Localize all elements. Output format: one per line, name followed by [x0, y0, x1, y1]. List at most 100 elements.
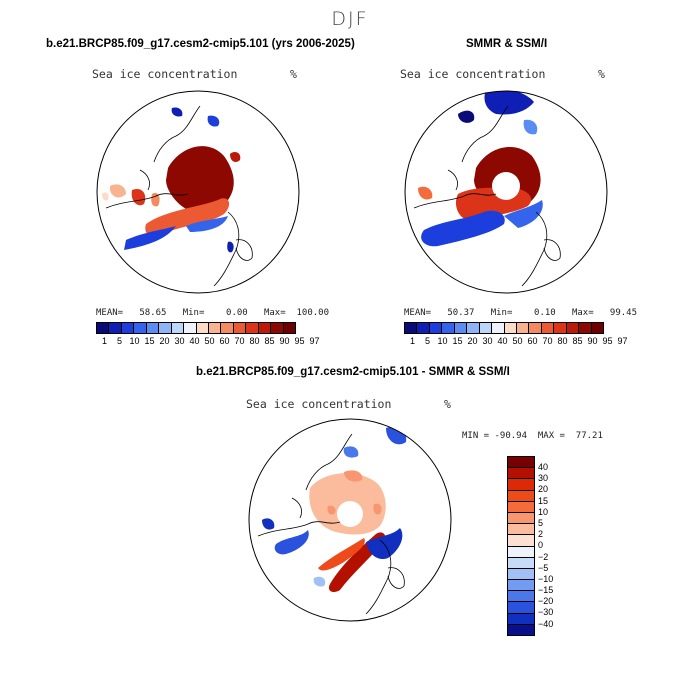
model-colorbar-tick-label: 50 — [204, 336, 215, 346]
diff-colorbar-tick-label: −30 — [538, 607, 554, 618]
model-colorbar-swatch — [97, 323, 110, 333]
obs-colorbar-swatch — [554, 323, 567, 333]
diff-colorbar-swatch — [508, 479, 534, 491]
diff-colorbar-tick-label: −20 — [538, 596, 554, 607]
model-units-label: % — [290, 67, 297, 81]
diff-colorbar-tick-label: 15 — [538, 495, 549, 506]
diff-colorbar-swatch — [508, 557, 534, 569]
diff-colorbar-swatch — [508, 535, 534, 547]
obs-variable-label: Sea ice concentration — [400, 67, 546, 81]
obs-colorbar-swatch — [405, 323, 418, 333]
diff-units-label: % — [444, 397, 451, 411]
diff-variable-label: Sea ice concentration — [246, 397, 392, 411]
obs-colorbar-swatch — [541, 323, 555, 333]
obs-colorbar-swatch — [504, 323, 517, 333]
model-stats: MEAN= 58.65 Min= 0.00 Max= 100.00 — [96, 308, 329, 318]
model-colorbar-tick-label: 10 — [129, 336, 140, 346]
model-colorbar-tick-label: 70 — [234, 336, 245, 346]
diff-colorbar-swatch — [508, 468, 534, 480]
model-variable-label: Sea ice concentration — [92, 67, 238, 81]
obs-colorbar-tick-label: 70 — [542, 336, 553, 346]
model-panel-title: b.e21.BRCP85.f09_g17.cesm2-cmip5.101 (yr… — [46, 38, 355, 50]
diff-colorbar-swatch — [508, 624, 534, 635]
model-colorbar-tick-label: 97 — [309, 336, 320, 346]
obs-colorbar-swatch — [467, 323, 480, 333]
diff-colorbar-tick-label: −40 — [538, 618, 554, 629]
model-colorbar-tick-label: 20 — [159, 336, 170, 346]
model-colorbar — [96, 322, 296, 334]
model-ice-core — [166, 146, 234, 214]
diff-colorbar-tick-label: −15 — [538, 585, 554, 596]
diff-colorbar-swatch — [508, 580, 534, 592]
model-colorbar-tick-label: 60 — [219, 336, 230, 346]
obs-colorbar-swatch — [516, 323, 530, 333]
model-colorbar-swatch — [258, 323, 272, 333]
diff-colorbar-tick-label: 30 — [538, 473, 549, 484]
model-colorbar-swatch — [196, 323, 209, 333]
obs-colorbar-swatch — [579, 323, 592, 333]
obs-colorbar-swatch — [442, 323, 455, 333]
obs-colorbar-swatch — [566, 323, 580, 333]
diff-colorbar-swatch — [508, 524, 534, 536]
model-colorbar-swatch — [121, 323, 135, 333]
obs-colorbar-tick-label: 40 — [497, 336, 508, 346]
model-colorbar-swatch — [184, 323, 197, 333]
model-colorbar-ticks: 1 5 10 15 20 30 40 50 60 70 80 85 90 95 97 — [97, 336, 322, 346]
obs-colorbar-swatch — [492, 323, 505, 333]
model-colorbar-tick-label: 1 — [101, 336, 107, 346]
obs-colorbar-swatch — [529, 323, 542, 333]
obs-colorbar-swatch — [454, 323, 468, 333]
diff-colorbar-swatch — [508, 568, 534, 581]
model-colorbar-tick-label: 40 — [189, 336, 200, 346]
diff-colorbar-tick-label: 2 — [538, 529, 544, 540]
obs-colorbar-tick-label: 60 — [527, 336, 538, 346]
obs-colorbar-tick-label: 80 — [557, 336, 568, 346]
obs-colorbar-ticks: 1 5 10 15 20 30 40 50 60 70 80 85 90 95 97 — [405, 336, 630, 346]
diff-colorbar-tick-label: 10 — [538, 506, 549, 517]
diff-pole-hole — [337, 501, 363, 527]
diff-colorbar-ticks: 40 30 20 15 10 5 2 0 −2 −5 −10 −15 −20 −30 −40 — [538, 462, 553, 630]
model-colorbar-swatch — [271, 323, 284, 333]
model-polar-map — [96, 90, 300, 294]
model-colorbar-tick-label: 90 — [279, 336, 290, 346]
obs-colorbar-tick-label: 50 — [512, 336, 523, 346]
obs-colorbar-swatch — [429, 323, 443, 333]
diff-colorbar-swatch — [508, 591, 534, 603]
model-colorbar-swatch — [134, 323, 147, 333]
diff-colorbar-swatch — [508, 490, 534, 502]
diff-colorbar-swatch — [508, 602, 534, 614]
model-colorbar-tick-label: 30 — [174, 336, 185, 346]
obs-colorbar-swatch — [417, 323, 430, 333]
model-colorbar-tick-label: 95 — [294, 336, 305, 346]
model-colorbar-tick-label: 15 — [144, 336, 155, 346]
model-colorbar-swatch — [208, 323, 222, 333]
model-colorbar-swatch — [246, 323, 259, 333]
model-colorbar-swatch — [233, 323, 247, 333]
model-colorbar-swatch — [159, 323, 172, 333]
model-colorbar-swatch — [109, 323, 122, 333]
model-colorbar-swatch — [221, 323, 234, 333]
obs-units-label: % — [598, 67, 605, 81]
diff-colorbar-tick-label: −2 — [538, 551, 549, 562]
obs-colorbar-tick-label: 30 — [482, 336, 493, 346]
diff-colorbar-tick-label: 5 — [538, 517, 544, 528]
diff-colorbar-tick-label: −5 — [538, 562, 549, 573]
obs-panel-title: SMMR & SSM/I — [466, 38, 548, 50]
obs-colorbar-tick-label: 85 — [572, 336, 583, 346]
model-colorbar-swatch — [146, 323, 160, 333]
obs-colorbar-tick-label: 95 — [602, 336, 613, 346]
obs-colorbar-tick-label: 1 — [409, 336, 415, 346]
obs-colorbar-tick-label: 15 — [452, 336, 463, 346]
season-title: DJF — [331, 8, 369, 30]
diff-colorbar-swatch — [508, 457, 534, 469]
diff-colorbar-tick-label: 40 — [538, 462, 549, 472]
obs-stats: MEAN= 50.37 Min= 0.10 Max= 99.45 — [404, 308, 637, 318]
obs-colorbar-tick-label: 10 — [437, 336, 448, 346]
diff-colorbar-swatch — [508, 501, 534, 513]
obs-polar-map — [404, 90, 608, 294]
model-colorbar-tick-label: 85 — [264, 336, 275, 346]
diff-colorbar-swatch — [508, 613, 534, 625]
diff-stats: MIN = -90.94 MAX = 77.21 — [462, 431, 603, 441]
diff-colorbar-tick-label: 0 — [538, 540, 544, 551]
obs-colorbar-tick-label: 20 — [467, 336, 478, 346]
